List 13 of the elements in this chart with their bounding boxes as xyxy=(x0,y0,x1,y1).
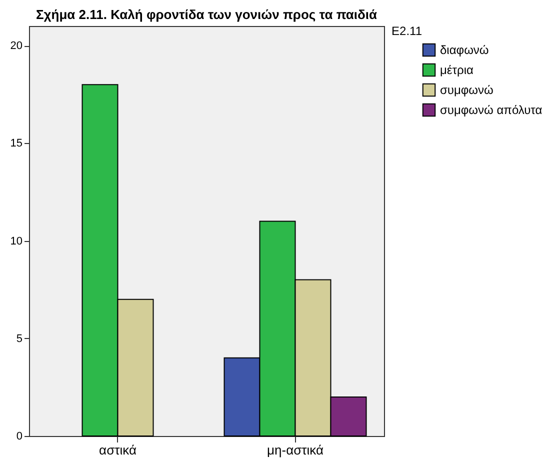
y-tick-label: 10 xyxy=(10,235,22,248)
x-tick-label: αστικά xyxy=(99,442,137,458)
y-tick-label: 15 xyxy=(10,138,22,150)
legend-label: συμφωνώ xyxy=(440,83,494,97)
legend-label: διαφωνώ xyxy=(440,43,489,57)
y-tick-label: 0 xyxy=(16,430,22,442)
y-tick-label: 5 xyxy=(16,332,22,345)
y-tick-label: 20 xyxy=(10,40,22,52)
chart-title: Σχήμα 2.11. Καλή φροντίδα των γονιών προς τα παιδιά xyxy=(36,7,378,22)
legend-label: μέτρια xyxy=(440,63,474,77)
x-tick-label: μη-αστικά xyxy=(267,442,324,458)
legend-label: συμφωνώ απόλυτα xyxy=(440,103,542,117)
legend-title: E2.11 xyxy=(392,24,422,38)
